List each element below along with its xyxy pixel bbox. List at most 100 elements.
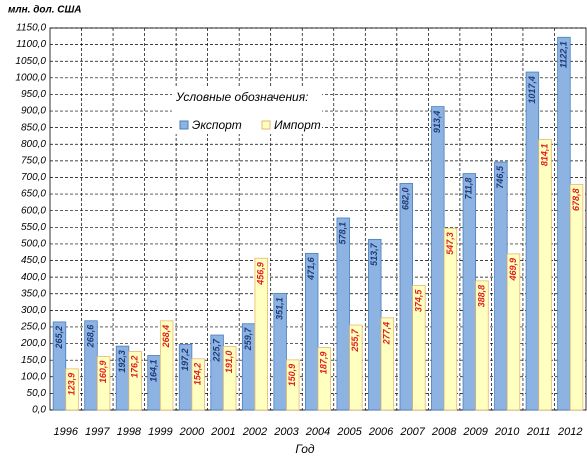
x-tick-label: 2006 xyxy=(368,426,394,438)
data-label: 176,2 xyxy=(130,355,140,378)
data-label: 456,9 xyxy=(256,262,266,286)
x-tick-label: 2002 xyxy=(242,426,267,438)
data-label: 154,2 xyxy=(193,363,203,386)
x-axis-label: Год xyxy=(295,442,315,456)
data-label: 469,9 xyxy=(508,258,518,282)
y-tick-label: 450,0 xyxy=(21,255,46,266)
bar xyxy=(525,71,540,411)
bar xyxy=(304,252,319,411)
bar xyxy=(273,292,287,411)
x-tick-label: 2010 xyxy=(494,426,520,438)
x-tick-label: 2005 xyxy=(336,426,362,438)
x-tick-label: 2007 xyxy=(399,426,425,438)
data-label: 1122,1 xyxy=(558,41,568,68)
legend-swatch xyxy=(179,120,189,130)
bar xyxy=(475,280,489,411)
x-tick-label: 2004 xyxy=(305,426,330,438)
data-label: 351,1 xyxy=(275,297,285,320)
bar xyxy=(96,356,111,411)
bar xyxy=(191,358,205,411)
data-label: 225,7 xyxy=(211,338,221,363)
y-tick-label: 550,0 xyxy=(21,222,46,233)
data-label: 374,5 xyxy=(413,289,423,313)
y-tick-label: 950,0 xyxy=(21,89,46,100)
bar xyxy=(557,36,571,411)
legend-label: Экспорт xyxy=(192,118,242,132)
data-label: 547,3 xyxy=(445,232,455,255)
y-tick-label: 600,0 xyxy=(21,205,46,216)
bar xyxy=(65,368,79,411)
x-tick-label: 2001 xyxy=(210,426,235,438)
data-label: 814,1 xyxy=(539,144,549,167)
data-label: 711,8 xyxy=(464,178,474,200)
y-tick-label: 50,0 xyxy=(27,388,47,399)
data-label: 123,9 xyxy=(66,373,76,396)
x-tick-label: 2012 xyxy=(557,426,582,438)
data-label: 388,8 xyxy=(476,285,486,308)
x-tick-label: 2008 xyxy=(431,426,457,438)
y-tick-label: 0,0 xyxy=(32,405,46,416)
x-tick-label: 1996 xyxy=(54,426,79,438)
bar xyxy=(349,324,363,411)
x-tick-label: 2011 xyxy=(526,426,551,438)
y-tick-label: 750,0 xyxy=(21,156,46,167)
x-tick-label: 1997 xyxy=(85,426,110,438)
bar xyxy=(223,346,237,411)
y-tick-label: 700,0 xyxy=(21,172,46,183)
y-tick-label: 1100,0 xyxy=(16,39,46,50)
data-label: 265,2 xyxy=(54,326,64,350)
bar xyxy=(569,184,584,411)
y-tick-label: 1000,0 xyxy=(15,72,46,83)
bar xyxy=(317,347,332,411)
legend-swatch xyxy=(261,120,271,130)
y-tick-label: 150,0 xyxy=(21,355,46,366)
data-label: 187,9 xyxy=(319,352,329,375)
data-label: 513,7 xyxy=(369,242,379,266)
data-label: 471,6 xyxy=(306,256,316,281)
bar xyxy=(399,183,413,411)
y-tick-label: 800,0 xyxy=(21,139,46,150)
bar xyxy=(462,173,477,411)
data-label: 913,4 xyxy=(432,111,442,134)
y-tick-label: 1150,0 xyxy=(16,23,46,34)
y-tick-label: 850,0 xyxy=(21,122,46,133)
x-tick-label: 1998 xyxy=(117,426,142,438)
data-label: 197,2 xyxy=(180,348,190,371)
y-tick-label: 900,0 xyxy=(21,106,46,117)
y-tick-label: 100,0 xyxy=(21,371,46,382)
chart-title: млн. дол. США xyxy=(8,5,82,16)
x-tick-label: 2009 xyxy=(462,426,487,438)
bar xyxy=(52,321,67,411)
data-label: 678,8 xyxy=(571,189,581,212)
data-label: 1017,4 xyxy=(527,76,537,104)
legend-box xyxy=(172,86,322,134)
bar xyxy=(412,285,426,411)
bar xyxy=(254,257,268,411)
y-tick-label: 500,0 xyxy=(21,239,46,250)
x-tick-label: 1999 xyxy=(148,426,172,438)
bar xyxy=(494,161,508,411)
y-tick-label: 650,0 xyxy=(21,189,46,200)
bar xyxy=(336,217,350,411)
legend-title: Условные обозначения: xyxy=(175,90,308,104)
data-label: 150,9 xyxy=(287,364,297,387)
data-label: 160,9 xyxy=(98,361,108,384)
x-tick-label: 2003 xyxy=(273,426,299,438)
bar xyxy=(159,320,174,411)
bar xyxy=(286,359,300,411)
y-tick-label: 200,0 xyxy=(20,338,46,349)
data-label: 268,6 xyxy=(85,324,95,349)
x-tick-label: 2000 xyxy=(179,426,205,438)
y-tick-label: 1050,0 xyxy=(15,56,46,67)
bar xyxy=(538,139,552,411)
bar xyxy=(128,351,142,411)
y-tick-label: 300,0 xyxy=(21,305,46,316)
data-label: 164,1 xyxy=(148,359,158,382)
bar xyxy=(443,227,458,411)
data-label: 255,7 xyxy=(350,328,360,353)
legend-label: Импорт xyxy=(274,118,321,132)
y-tick-label: 400,0 xyxy=(21,272,46,283)
y-tick-label: 350,0 xyxy=(21,288,46,299)
data-label: 746,5 xyxy=(495,165,505,189)
